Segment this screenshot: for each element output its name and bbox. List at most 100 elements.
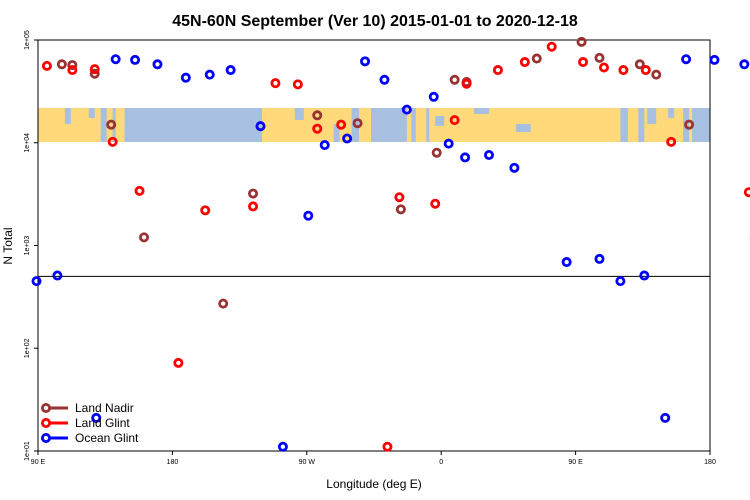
- ocean-glint-point: [303, 210, 314, 221]
- land-nadir-point: [634, 59, 645, 70]
- land-glint-point: [270, 78, 281, 89]
- land-glint-point: [200, 205, 211, 216]
- land-mass: [627, 108, 639, 142]
- x-tick-label: 180: [704, 459, 716, 466]
- ocean-inlet: [668, 108, 675, 118]
- land-nadir-point: [531, 53, 542, 64]
- land-nadir-point: [576, 36, 587, 47]
- land-nadir-point: [218, 298, 229, 309]
- land-glint-point: [519, 57, 530, 68]
- x-axis: 90 E 180 90 W 0 90 E 180: [31, 451, 716, 466]
- ocean-glint-point: [428, 91, 439, 102]
- ocean-glint-point: [509, 162, 520, 173]
- x-tick-label: 90 E: [568, 459, 583, 466]
- x-tick-label: 180: [167, 459, 179, 466]
- ocean-glint-point: [31, 276, 42, 287]
- ocean-glint-point: [277, 441, 288, 452]
- ocean-glint-point: [401, 104, 412, 115]
- ocean-glint-point: [709, 54, 720, 65]
- land-nadir-point: [352, 118, 363, 129]
- land-glint-point: [336, 119, 347, 130]
- ocean-glint-legend-label: Ocean Glint: [75, 431, 139, 445]
- ocean-inlet: [396, 130, 407, 142]
- ocean-glint-point: [681, 54, 692, 65]
- land-nadir-point: [248, 188, 259, 199]
- ocean-inlet: [647, 108, 657, 124]
- chart-title: 45N-60N September (Ver 10) 2015-01-01 to…: [172, 13, 578, 30]
- land-mass: [106, 108, 113, 142]
- land-nadir-point: [449, 74, 460, 85]
- land-nadir-point: [139, 232, 150, 243]
- ocean-inlet: [124, 130, 131, 142]
- ocean-inlet: [333, 124, 340, 142]
- land-glint-point: [640, 65, 651, 76]
- land-nadir-point: [106, 119, 117, 130]
- scatter-points: [31, 36, 750, 452]
- x-axis-label: Longitude (deg E): [326, 477, 421, 491]
- ocean-inlet: [474, 108, 489, 114]
- y-tick-label: 1e+04: [24, 133, 31, 153]
- y-tick-label: 1e+01: [24, 441, 31, 461]
- land-glint-legend-marker: [41, 417, 52, 428]
- land-mass: [406, 108, 412, 142]
- ocean-glint-point: [639, 270, 650, 281]
- land-glint-point: [394, 192, 405, 203]
- land-mass: [115, 108, 125, 142]
- ocean-inlet: [294, 108, 304, 120]
- y-axis: 1e+01 1e+02 1e+03 1e+04 1e+05: [24, 30, 38, 461]
- ocean-inlet: [378, 108, 388, 118]
- ocean-glint-point: [204, 69, 215, 80]
- y-axis-label: N Total: [1, 227, 15, 264]
- ocean-glint-point: [130, 54, 141, 65]
- land-glint-point: [292, 79, 303, 90]
- ocean-glint-point: [483, 149, 494, 160]
- ocean-glint-point: [379, 74, 390, 85]
- land-nadir-point: [312, 110, 323, 121]
- ocean-inlet: [435, 116, 445, 126]
- land-nadir-legend-label: Land Nadir: [75, 401, 134, 415]
- ocean-glint-point: [91, 412, 102, 423]
- land-glint-point: [134, 185, 145, 196]
- land-mass: [689, 108, 693, 142]
- land-glint-point: [461, 78, 472, 89]
- ocean-glint-point: [52, 270, 63, 281]
- land-nadir-point: [651, 69, 662, 80]
- land-glint-legend-label: Land Glint: [75, 416, 130, 430]
- land-nadir-point: [395, 204, 406, 215]
- land-mass: [441, 108, 621, 142]
- y-tick-label: 1e+05: [24, 30, 31, 50]
- land-glint-point: [666, 136, 677, 147]
- land-nadir-point: [56, 59, 67, 70]
- y-tick-label: 1e+03: [24, 236, 31, 256]
- x-tick-label: 0: [439, 459, 443, 466]
- ocean-glint-legend-marker: [41, 432, 52, 443]
- world-map-band: [38, 108, 710, 142]
- ocean-inlet: [88, 108, 95, 118]
- ocean-inlet: [515, 124, 531, 132]
- ocean-glint-point: [443, 138, 454, 149]
- ocean-glint-point: [739, 59, 750, 70]
- ocean-glint-point: [360, 56, 371, 67]
- ocean-glint-point: [152, 59, 163, 70]
- land-glint-point: [618, 65, 629, 76]
- ocean-glint-point: [225, 65, 236, 76]
- land-glint-point: [546, 41, 557, 52]
- land-nadir-legend-marker: [41, 402, 52, 413]
- ocean-glint-point: [255, 121, 266, 132]
- ocean-glint-point: [615, 276, 626, 287]
- land-glint-point: [67, 65, 78, 76]
- ocean-glint-point: [660, 412, 671, 423]
- land-glint-point: [598, 62, 609, 73]
- ocean-inlet: [64, 108, 71, 124]
- land-nadir-point: [431, 147, 442, 158]
- ocean-glint-point: [180, 72, 191, 83]
- ocean-glint-point: [594, 253, 605, 264]
- land-glint-point: [173, 357, 184, 368]
- land-glint-point: [248, 201, 259, 212]
- land-glint-point: [312, 123, 323, 134]
- land-glint-point: [449, 115, 460, 126]
- ocean-inlet: [224, 124, 262, 142]
- land-glint-point: [382, 441, 393, 452]
- ocean-glint-point: [342, 133, 353, 144]
